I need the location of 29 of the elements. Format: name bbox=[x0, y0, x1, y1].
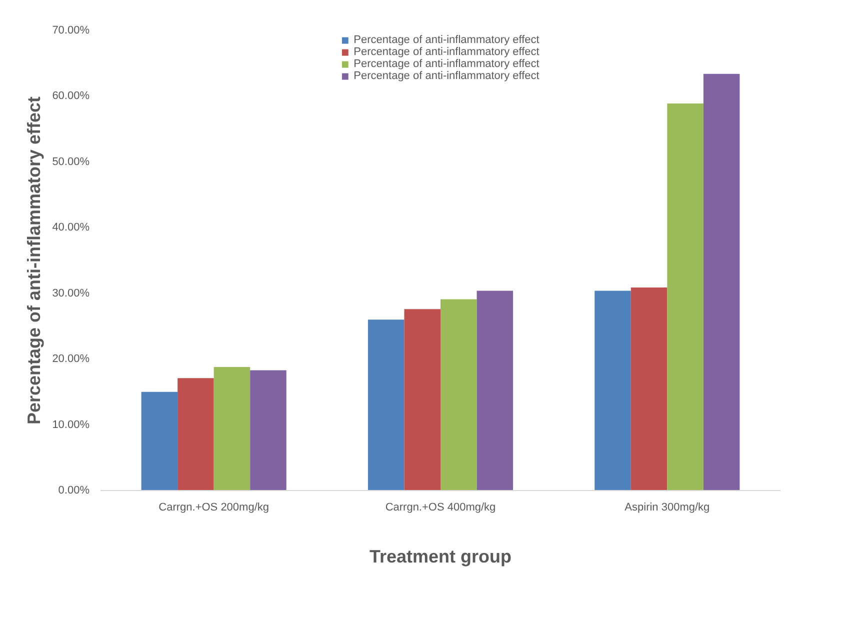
bar bbox=[250, 370, 286, 490]
y-tick-label: 70.00% bbox=[52, 24, 90, 36]
y-tick-label: 30.00% bbox=[52, 287, 90, 300]
bar bbox=[630, 287, 668, 490]
bar bbox=[667, 103, 704, 490]
bar bbox=[141, 392, 178, 490]
y-tick-label: 60.00% bbox=[52, 90, 90, 102]
legend-label: Percentage of anti-inflammatory effect bbox=[354, 70, 540, 82]
y-tick-label: 0.00% bbox=[58, 484, 90, 496]
bar bbox=[594, 290, 631, 490]
x-axis-title: Treatment group bbox=[369, 546, 512, 566]
legend-label: Percentage of anti-inflammatory effect bbox=[354, 34, 540, 46]
bar bbox=[404, 309, 440, 490]
legend-label: Percentage of anti-inflammatory effect bbox=[354, 58, 540, 70]
bar bbox=[440, 299, 477, 490]
bar bbox=[476, 290, 514, 490]
y-tick-label: 20.00% bbox=[52, 353, 90, 366]
bar bbox=[368, 320, 404, 490]
x-tick-label: Carrgn.+OS 400mg/kg bbox=[385, 502, 496, 514]
legend-label: Percentage of anti-inflammatory effect bbox=[354, 46, 540, 58]
x-tick-label: Aspirin 300mg/kg bbox=[624, 502, 710, 514]
bar bbox=[178, 378, 214, 490]
bar bbox=[703, 74, 740, 490]
y-tick-label: 40.00% bbox=[52, 222, 90, 234]
y-tick-label: 10.00% bbox=[52, 418, 90, 431]
y-axis-title: Percentage of anti-inflammatory effect bbox=[24, 96, 44, 425]
x-tick-label: Carrgn.+OS 200mg/kg bbox=[158, 502, 270, 514]
bar bbox=[214, 366, 250, 490]
y-tick-label: 50.00% bbox=[52, 156, 90, 168]
